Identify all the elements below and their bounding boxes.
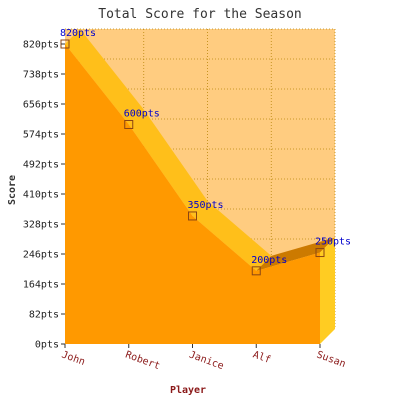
y-tick-label: 328pts <box>23 220 59 231</box>
data-point-marker <box>315 248 325 258</box>
data-point-marker <box>251 266 261 276</box>
y-tick-label: 246pts <box>23 250 59 261</box>
x-axis-label: Player <box>170 385 206 396</box>
y-tick-label: 574pts <box>23 130 59 141</box>
data-label: 820pts <box>60 28 96 39</box>
y-tick-label: 410pts <box>23 190 59 201</box>
area-series <box>65 44 320 344</box>
x-tick-label: John <box>60 349 86 368</box>
y-tick-label: 492pts <box>23 160 59 171</box>
y-tick-label: 738pts <box>23 70 59 81</box>
x-tick-label: Susan <box>315 349 347 370</box>
data-label: 250pts <box>315 237 351 248</box>
y-tick-label: 820pts <box>23 40 59 51</box>
x-tick-label: Janice <box>187 349 225 372</box>
x-tick-label: Robert <box>124 349 162 372</box>
y-tick-label: 0pts <box>35 340 59 351</box>
data-label: 200pts <box>251 255 287 266</box>
chart-title: Total Score for the Season <box>98 7 302 22</box>
y-tick-label: 164pts <box>23 280 59 291</box>
area-top-face <box>65 29 144 125</box>
area-top-face <box>192 200 272 271</box>
x-tick-label: Alf <box>251 349 272 366</box>
area-top-face <box>128 109 208 216</box>
data-point-marker <box>124 119 134 129</box>
data-label: 600pts <box>124 108 160 119</box>
plot-area: 820pts 600pts 350pts 200pts 250pts 0pts 82pts 1… <box>23 28 351 372</box>
y-axis-label: Score <box>7 175 18 205</box>
area-side-face <box>320 237 335 344</box>
data-point-marker <box>188 211 197 221</box>
area-top-face <box>256 237 335 271</box>
y-tick-label: 82pts <box>29 310 59 321</box>
data-label: 350pts <box>187 200 223 211</box>
y-tick-label: 656pts <box>23 100 59 111</box>
